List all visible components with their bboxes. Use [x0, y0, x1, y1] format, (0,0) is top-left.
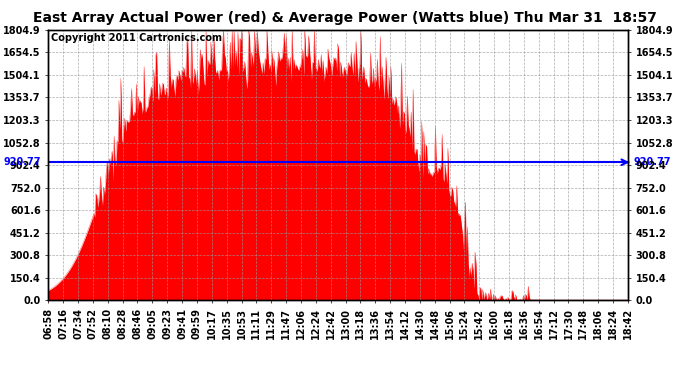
- Text: East Array Actual Power (red) & Average Power (Watts blue) Thu Mar 31  18:57: East Array Actual Power (red) & Average …: [33, 11, 657, 25]
- Text: Copyright 2011 Cartronics.com: Copyright 2011 Cartronics.com: [51, 33, 222, 43]
- Text: 920.77: 920.77: [634, 157, 671, 167]
- Text: 920.77: 920.77: [3, 157, 41, 167]
